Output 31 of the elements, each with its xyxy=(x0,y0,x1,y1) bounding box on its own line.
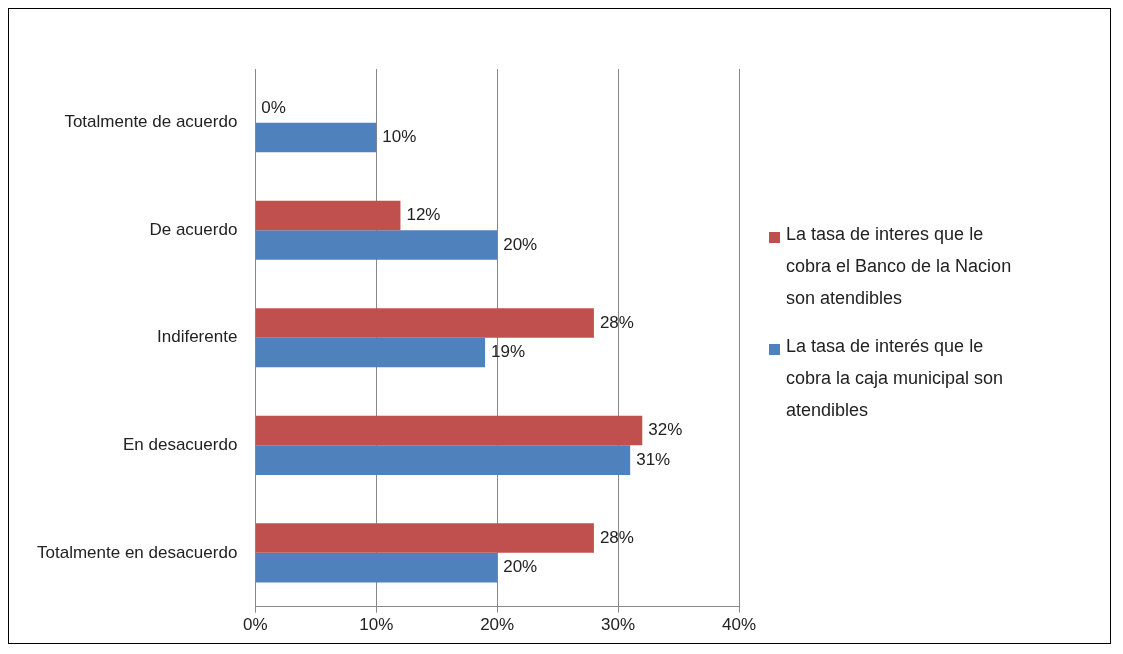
data-label: 12% xyxy=(406,205,441,225)
bar xyxy=(255,230,498,260)
data-label: 28% xyxy=(599,527,634,547)
x-tick-label: 30% xyxy=(601,615,636,635)
data-label: 20% xyxy=(503,234,538,254)
y-tick-label: De acuerdo xyxy=(149,219,238,239)
data-label: 19% xyxy=(491,342,526,362)
x-tick-label: 0% xyxy=(243,615,268,635)
bar xyxy=(255,552,498,583)
bar xyxy=(255,415,643,446)
y-tick-label: En desacuerdo xyxy=(122,435,238,455)
bar xyxy=(255,308,594,338)
data-label: 28% xyxy=(599,312,634,332)
bar xyxy=(255,445,631,475)
legend-label: La tasa de interes que le cobra el Banco de la Nacion son atendibles xyxy=(786,223,1013,310)
bar xyxy=(255,200,401,231)
y-tick-label: Totalmente de acuerdo xyxy=(64,112,238,132)
bar xyxy=(255,122,377,153)
data-label: 32% xyxy=(648,420,683,440)
bar xyxy=(255,337,486,368)
y-tick-label: Totalmente en desacuerdo xyxy=(37,542,238,562)
x-tick-label: 10% xyxy=(359,615,394,635)
data-label: 10% xyxy=(382,127,417,147)
data-label: 31% xyxy=(636,449,671,469)
bar xyxy=(255,523,594,553)
x-tick-label: 20% xyxy=(480,615,515,635)
y-tick-label: Indiferente xyxy=(157,327,238,347)
data-label: 0% xyxy=(261,97,286,117)
data-label: 20% xyxy=(503,557,538,577)
legend-label: La tasa de interés que le cobra la caja municipal son atendibles xyxy=(786,335,1005,422)
x-tick-label: 40% xyxy=(721,615,757,635)
